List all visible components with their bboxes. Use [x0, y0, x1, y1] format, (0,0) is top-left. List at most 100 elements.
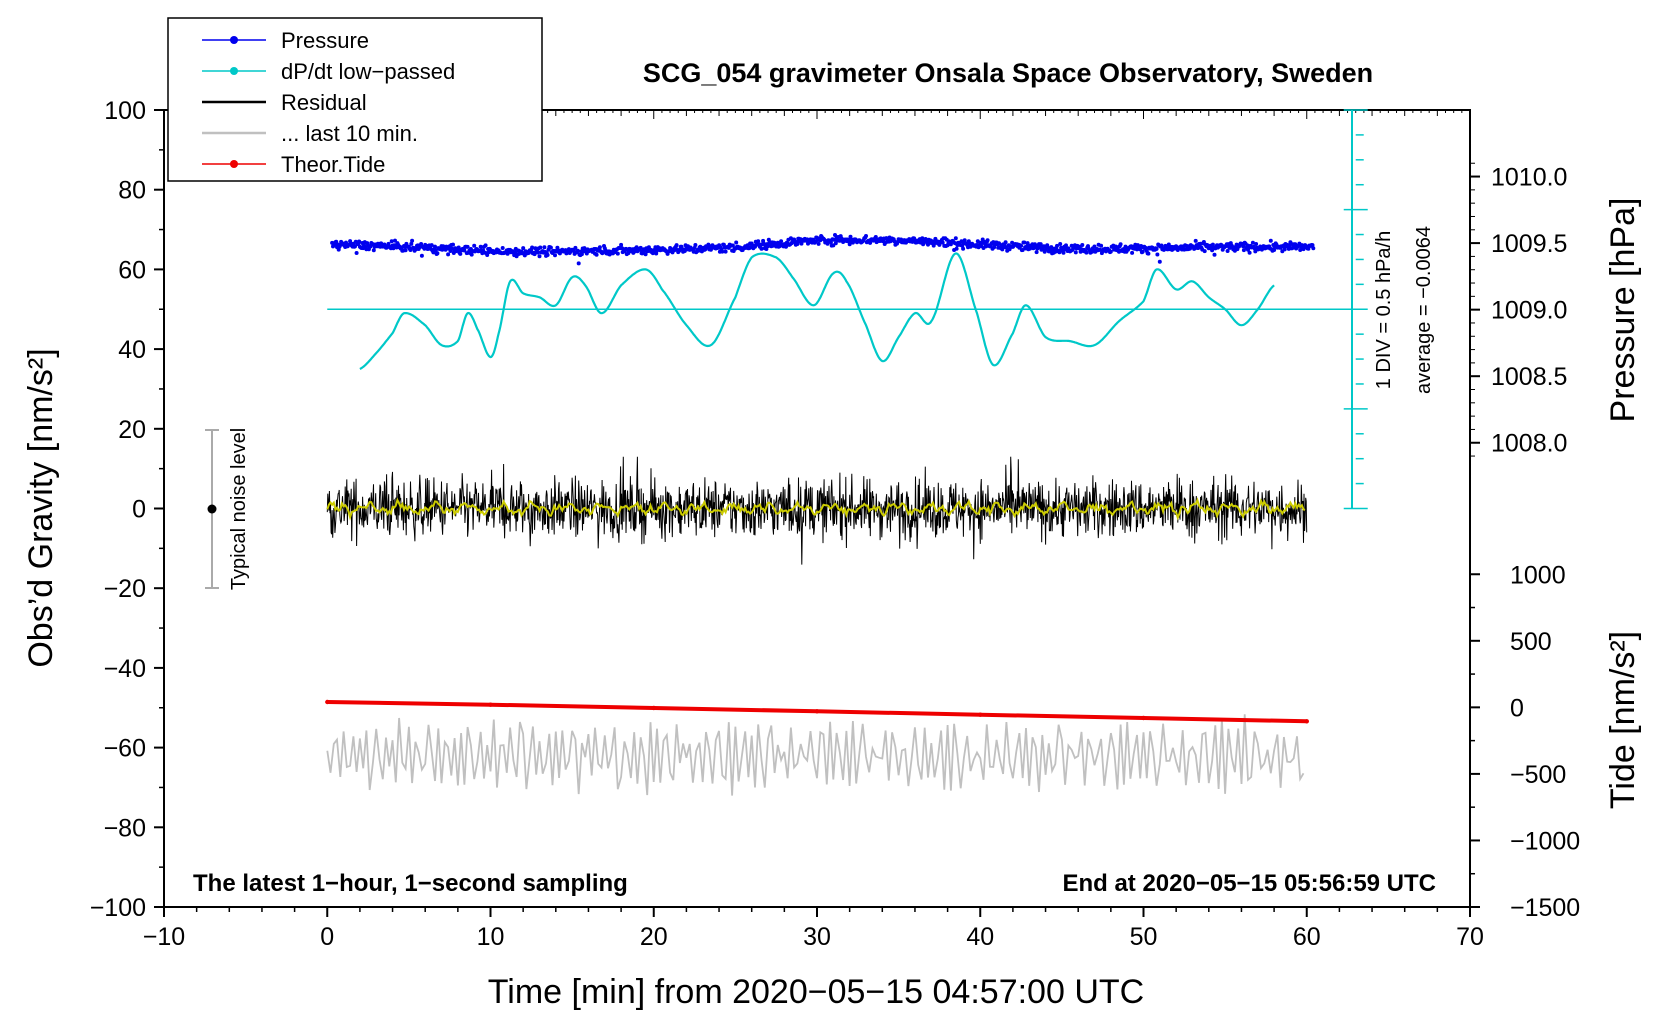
tide-point: [1304, 719, 1310, 724]
y-tick-label: −100: [90, 894, 146, 922]
pressure-point: [537, 254, 542, 259]
pressure-point: [530, 245, 535, 250]
legend-marker: [230, 36, 238, 44]
pressure-point: [1140, 249, 1145, 254]
pressure-point: [1310, 243, 1315, 248]
pressure-point: [1058, 242, 1063, 246]
pressure-point: [575, 248, 580, 253]
pressure-point: [579, 252, 584, 257]
pressure-point: [538, 245, 543, 250]
pressure-point: [795, 242, 800, 246]
pressure-point: [1241, 244, 1246, 249]
x-tick-label: −10: [143, 923, 185, 951]
pressure-point: [962, 238, 967, 243]
pressure-axis-title: Pressure [hPa]: [1604, 198, 1642, 423]
y-tick-label: −20: [104, 575, 146, 603]
pressure-point: [638, 245, 643, 250]
pressure-point: [953, 236, 958, 241]
pressure-point: [597, 245, 602, 250]
pressure-point: [674, 243, 679, 248]
pressure-point: [403, 248, 408, 253]
tide-tick-label: 0: [1510, 694, 1524, 722]
series-layer: [325, 233, 1356, 796]
pressure-point: [576, 261, 581, 266]
pressure-point: [1084, 250, 1089, 255]
y-tick-label: 100: [104, 97, 146, 125]
x-tick-label: 60: [1293, 923, 1321, 951]
noise-level-label: Typical noise level: [228, 428, 250, 590]
pressure-tick-label: 1010.0: [1491, 164, 1567, 192]
tide-axis-title: Tide [nm/s²]: [1604, 631, 1642, 809]
pressure-point: [698, 244, 703, 249]
pressure-rate-average-label: average = −0.0064: [1413, 226, 1435, 394]
pressure-point: [419, 242, 424, 246]
pressure-point: [410, 238, 415, 243]
pressure-point: [1092, 244, 1097, 249]
legend-label: Theor.Tide: [281, 152, 385, 177]
pressure-point: [730, 243, 735, 248]
legend: Pressure dP/dt low−passed Residual ... last…: [167, 17, 543, 182]
pressure-point: [868, 240, 873, 245]
pressure-point: [1155, 252, 1160, 257]
pressure-point: [371, 248, 376, 253]
pressure-point: [619, 242, 624, 247]
last-10-min-line: [326, 714, 1305, 796]
y-tick-label: 40: [118, 336, 146, 364]
pressure-point: [433, 244, 437, 249]
pressure-point: [1099, 243, 1104, 248]
pressure-point: [1020, 248, 1025, 252]
pressure-point: [1282, 247, 1287, 252]
pressure-point: [756, 239, 761, 244]
pressure-point: [1108, 249, 1113, 254]
pressure-point: [458, 251, 463, 256]
pressure-point: [864, 234, 868, 238]
chart-title: SCG_054 gravimeter Onsala Space Observat…: [643, 58, 1373, 88]
legend-label: Residual: [281, 90, 367, 115]
pressure-point: [961, 246, 966, 251]
pressure-point: [1146, 251, 1151, 256]
tide-point: [325, 699, 330, 705]
pressure-point: [985, 238, 990, 243]
pressure-point: [478, 244, 483, 249]
pressure-point: [720, 249, 725, 254]
legend-label: Pressure: [281, 28, 369, 53]
pressure-point: [465, 244, 470, 249]
pressure-point: [1118, 242, 1123, 247]
pressure-point: [354, 251, 359, 255]
tide-tick-label: 1000: [1510, 561, 1566, 589]
end-time-note: End at 2020−05−15 05:56:59 UTC: [1062, 870, 1436, 897]
pressure-point: [1306, 246, 1311, 251]
pressure-tick-label: 1009.5: [1491, 230, 1567, 258]
y-axis-title: Obs’d Gravity [nm/s²]: [22, 348, 60, 667]
pressure-point: [500, 246, 505, 250]
pressure-point: [1143, 246, 1148, 250]
tide-point: [651, 705, 656, 711]
pressure-point: [1073, 250, 1078, 255]
pressure-point: [1064, 243, 1068, 248]
y-tick-label: −60: [104, 735, 146, 763]
noise-level-dot: [207, 504, 217, 514]
pressure-point: [1138, 247, 1143, 252]
pressure-point: [799, 241, 804, 246]
pressure-point: [779, 239, 784, 244]
y-tick-label: 20: [118, 416, 146, 444]
pressure-point: [603, 248, 608, 253]
pressure-tick-label: 1008.5: [1491, 363, 1567, 391]
pressure-point: [1212, 252, 1217, 257]
pressure-point: [435, 251, 440, 256]
pressure-point: [873, 235, 878, 239]
tide-point: [978, 712, 983, 717]
tide-tick-label: −1500: [1510, 894, 1580, 922]
legend-box: [167, 17, 543, 182]
y-tick-label: 0: [132, 496, 146, 524]
pressure-point: [615, 251, 620, 256]
pressure-point: [533, 246, 538, 251]
x-tick-label: 20: [640, 923, 668, 951]
pressure-point: [734, 240, 739, 245]
pressure-point: [389, 239, 394, 244]
pressure-point: [1003, 240, 1008, 245]
pressure-point: [940, 240, 945, 245]
pressure-rate-div-label: 1 DIV = 0.5 hPa/h: [1373, 231, 1395, 389]
dpdt-line: [359, 252, 1275, 370]
